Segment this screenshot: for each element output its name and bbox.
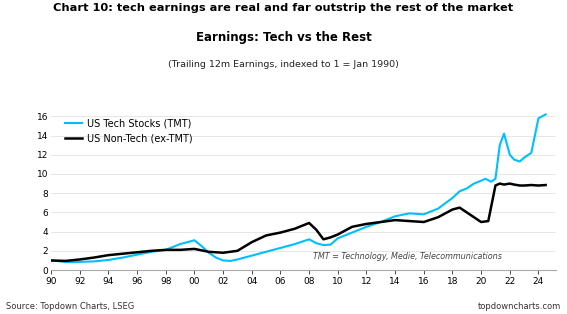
Line: US Non-Tech (ex-TMT): US Non-Tech (ex-TMT) — [51, 184, 545, 261]
US Non-Tech (ex-TMT) — [542, 183, 549, 187]
US Non-Tech (ex-TMT) — [148, 249, 155, 253]
Text: topdowncharts.com: topdowncharts.com — [478, 302, 561, 311]
US Non-Tech (ex-TMT) — [263, 234, 269, 237]
US Non-Tech (ex-TMT) — [506, 182, 513, 186]
Legend: US Tech Stocks (TMT), US Non-Tech (ex-TMT): US Tech Stocks (TMT), US Non-Tech (ex-TM… — [61, 115, 197, 148]
US Non-Tech (ex-TMT) — [535, 184, 542, 187]
US Non-Tech (ex-TMT) — [177, 248, 184, 252]
US Non-Tech (ex-TMT) — [449, 208, 456, 211]
US Non-Tech (ex-TMT) — [327, 236, 334, 239]
US Non-Tech (ex-TMT) — [463, 210, 470, 214]
US Non-Tech (ex-TMT) — [363, 222, 370, 226]
US Non-Tech (ex-TMT) — [191, 247, 198, 251]
US Non-Tech (ex-TMT) — [134, 250, 141, 254]
US Non-Tech (ex-TMT) — [48, 258, 54, 262]
US Tech Stocks (TMT) — [449, 196, 456, 200]
US Non-Tech (ex-TMT) — [492, 184, 499, 187]
US Non-Tech (ex-TMT) — [62, 259, 69, 263]
US Non-Tech (ex-TMT) — [105, 253, 112, 257]
US Non-Tech (ex-TMT) — [517, 184, 523, 187]
US Non-Tech (ex-TMT) — [478, 220, 485, 224]
Line: US Tech Stocks (TMT): US Tech Stocks (TMT) — [51, 114, 545, 262]
US Non-Tech (ex-TMT) — [435, 215, 442, 219]
US Tech Stocks (TMT) — [234, 257, 241, 261]
US Non-Tech (ex-TMT) — [162, 248, 169, 252]
US Non-Tech (ex-TMT) — [511, 183, 518, 187]
Text: Earnings: Tech vs the Rest: Earnings: Tech vs the Rest — [196, 31, 371, 44]
US Non-Tech (ex-TMT) — [349, 225, 356, 229]
US Tech Stocks (TMT) — [535, 116, 542, 120]
US Non-Tech (ex-TMT) — [392, 218, 399, 222]
US Non-Tech (ex-TMT) — [406, 219, 413, 223]
US Non-Tech (ex-TMT) — [521, 184, 527, 187]
US Non-Tech (ex-TMT) — [306, 221, 312, 225]
US Non-Tech (ex-TMT) — [219, 251, 226, 255]
US Non-Tech (ex-TMT) — [291, 227, 298, 230]
US Tech Stocks (TMT) — [69, 260, 76, 264]
Text: Chart 10: tech earnings are real and far outstrip the rest of the market: Chart 10: tech earnings are real and far… — [53, 3, 514, 13]
US Tech Stocks (TMT) — [227, 259, 234, 263]
US Non-Tech (ex-TMT) — [320, 237, 327, 241]
US Non-Tech (ex-TMT) — [528, 183, 535, 187]
US Non-Tech (ex-TMT) — [277, 231, 284, 235]
US Non-Tech (ex-TMT) — [248, 240, 255, 244]
US Non-Tech (ex-TMT) — [234, 249, 241, 253]
US Non-Tech (ex-TMT) — [501, 183, 507, 187]
US Non-Tech (ex-TMT) — [205, 250, 212, 254]
US Non-Tech (ex-TMT) — [77, 257, 83, 261]
US Tech Stocks (TMT) — [542, 112, 549, 116]
US Non-Tech (ex-TMT) — [420, 220, 427, 224]
US Tech Stocks (TMT) — [471, 182, 477, 186]
US Non-Tech (ex-TMT) — [378, 220, 384, 224]
US Non-Tech (ex-TMT) — [471, 215, 477, 219]
US Non-Tech (ex-TMT) — [313, 228, 320, 232]
US Tech Stocks (TMT) — [198, 244, 205, 248]
US Non-Tech (ex-TMT) — [456, 206, 463, 209]
Text: Source: Topdown Charts, LSEG: Source: Topdown Charts, LSEG — [6, 302, 134, 311]
Text: (Trailing 12m Earnings, indexed to 1 = Jan 1990): (Trailing 12m Earnings, indexed to 1 = J… — [168, 60, 399, 69]
US Non-Tech (ex-TMT) — [335, 233, 341, 236]
US Non-Tech (ex-TMT) — [485, 219, 492, 223]
US Non-Tech (ex-TMT) — [119, 252, 126, 256]
US Tech Stocks (TMT) — [48, 258, 54, 262]
US Non-Tech (ex-TMT) — [91, 256, 98, 259]
Text: TMT = Technology, Medie, Telecommunications: TMT = Technology, Medie, Telecommunicati… — [314, 252, 502, 261]
US Non-Tech (ex-TMT) — [496, 182, 503, 186]
